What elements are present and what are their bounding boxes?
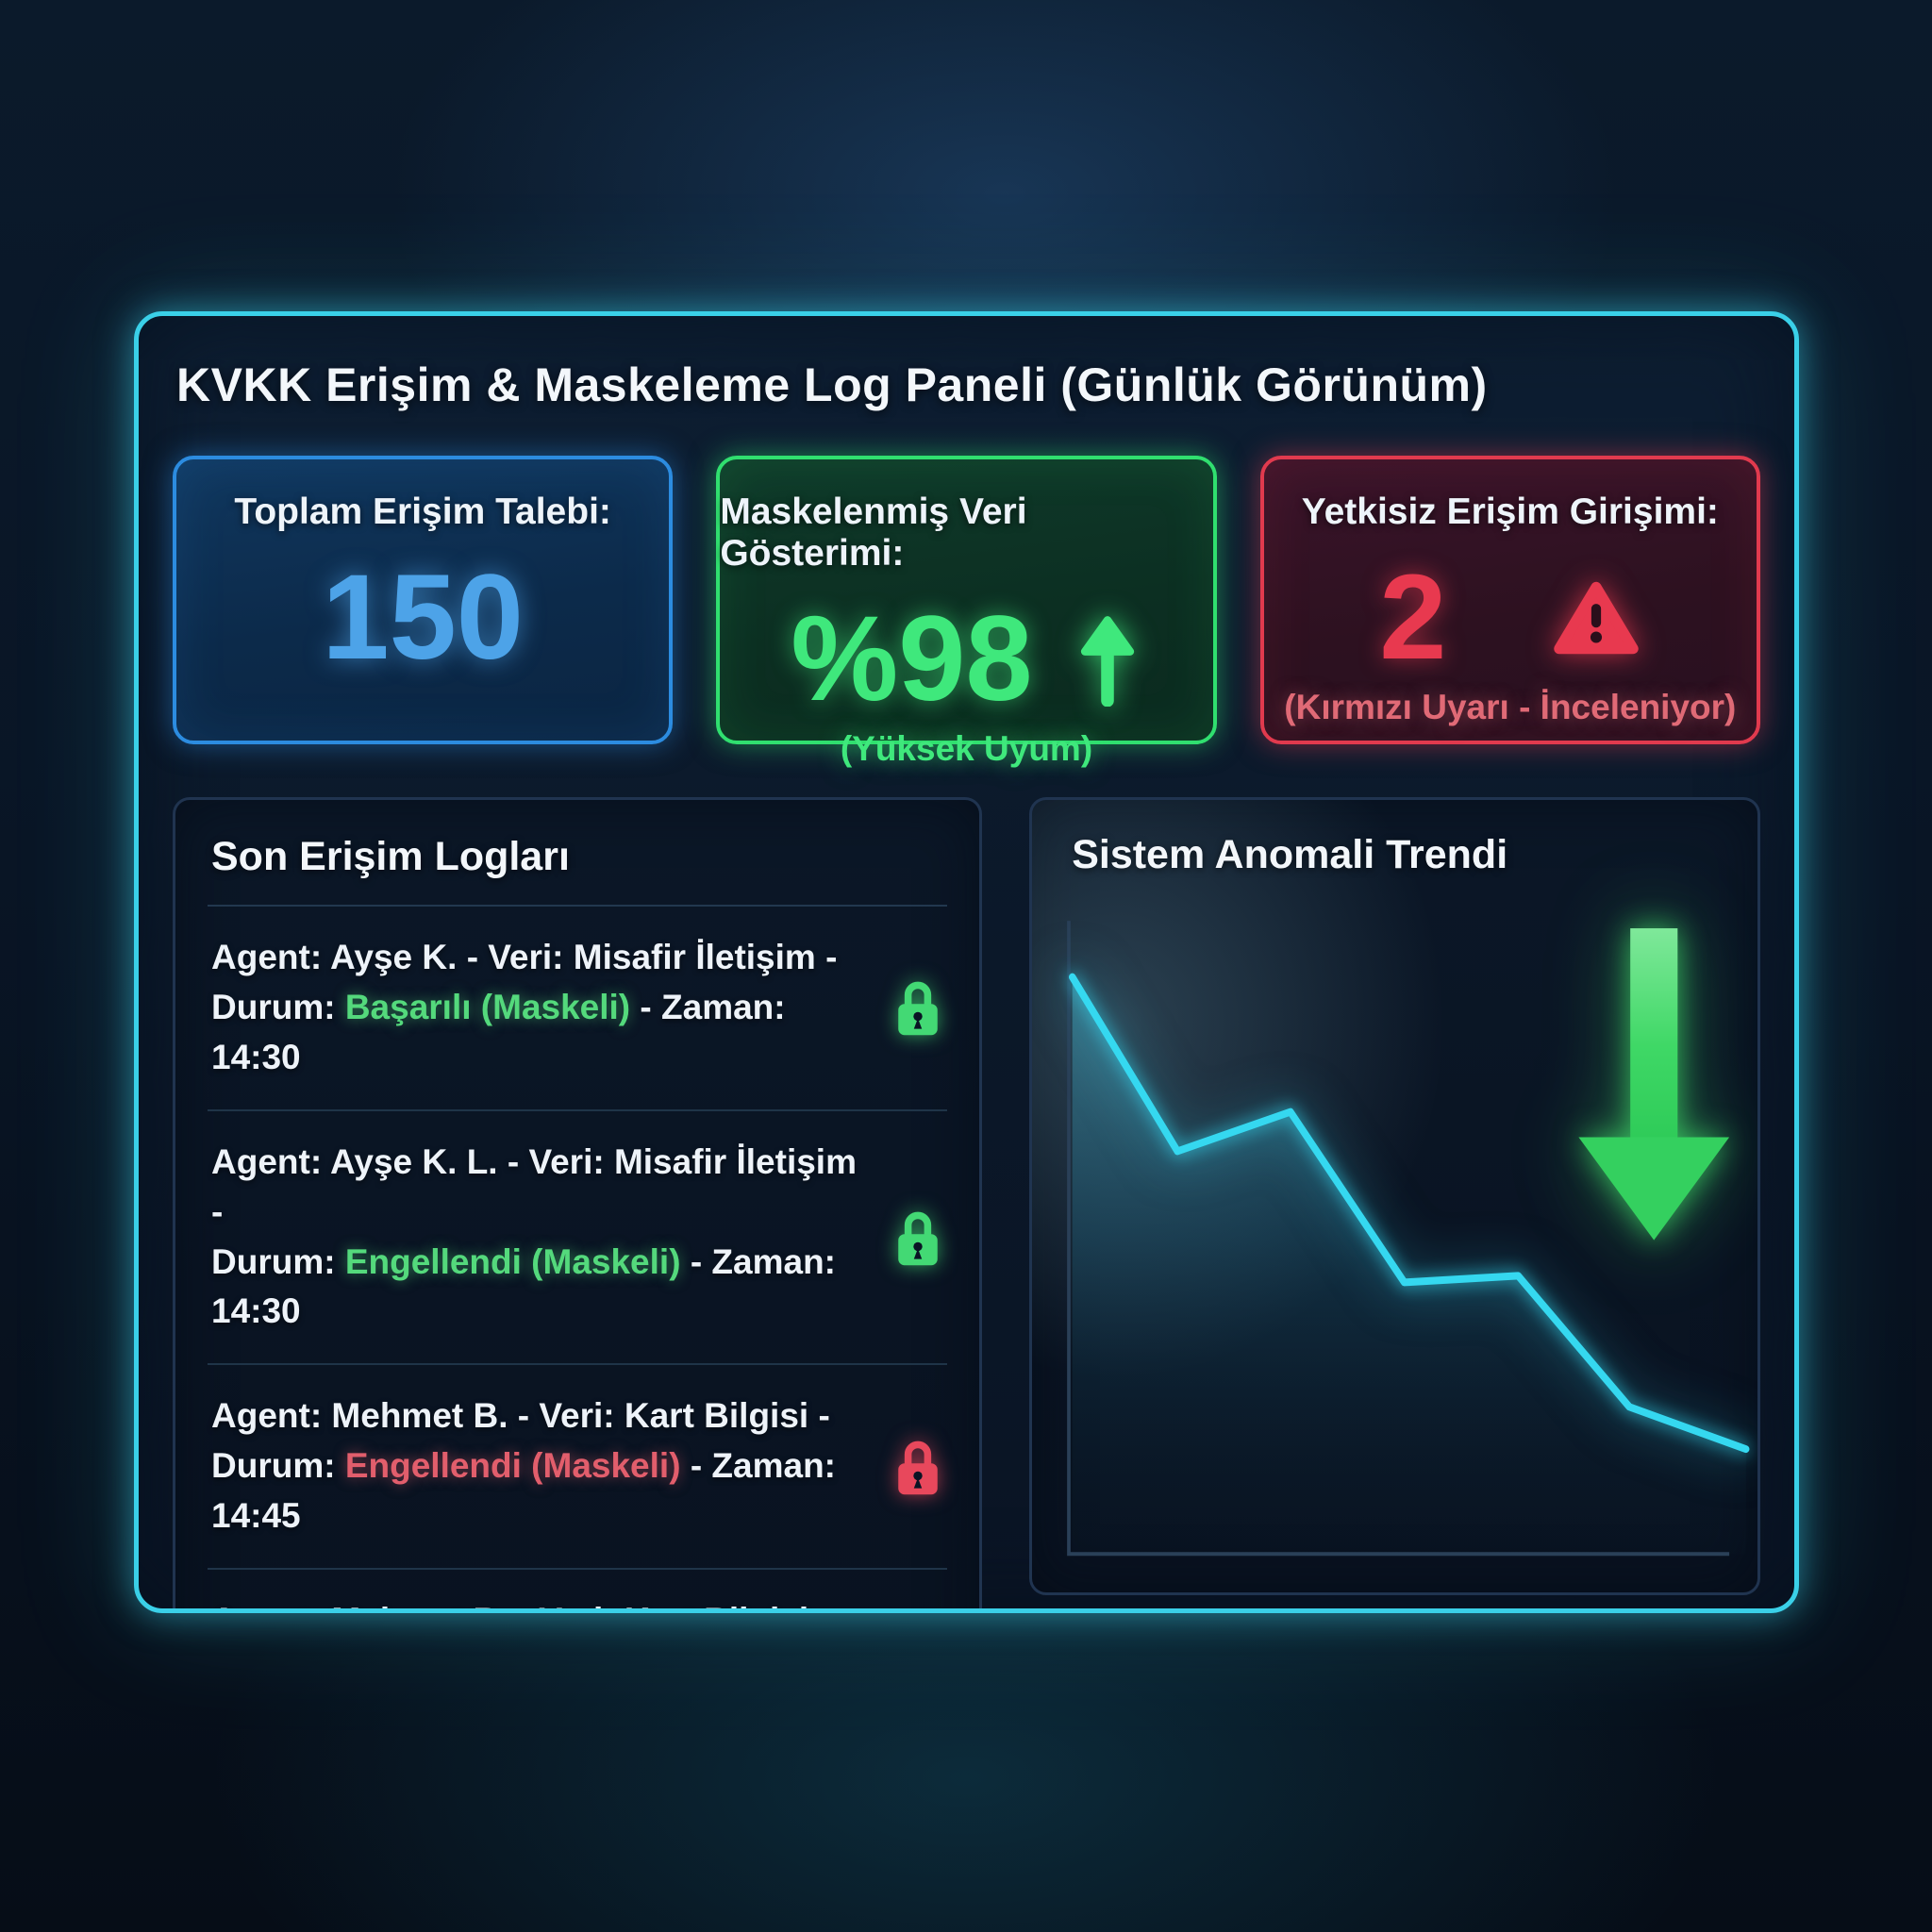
stat-caption: (Yüksek Uyum): [840, 729, 1093, 768]
warning-triangle-icon: [1552, 579, 1641, 657]
stat-card-unauthorized-access: Yetkisiz Erişim Girişimi: 2 (Kırmızı Uya…: [1259, 456, 1760, 744]
log-line1: Agent: Mehmet B. - Veri: Kart Bilgisi -: [211, 1396, 830, 1436]
log-status-label: Durum:: [211, 1241, 336, 1281]
stat-value: 2: [1379, 550, 1447, 685]
page-title: KVKK Erişim & Maskeleme Log Paneli (Günl…: [176, 358, 1488, 411]
log-entry-text: Agent: Mehmet B. - Veri: Kart Bilgisi - …: [211, 1596, 868, 1608]
anomaly-trend-chart: [1032, 800, 1757, 1592]
stat-caption: (Kırmızı Uyarı - İnceleniyor): [1284, 688, 1737, 726]
log-row: Agent: Mehmet B. - Veri: Kart Bilgisi - …: [208, 1365, 948, 1571]
log-time: - Zaman: 14:30: [211, 987, 786, 1076]
chart-axes: [1067, 921, 1730, 1557]
log-time: - Zaman: 14:30: [211, 1241, 836, 1331]
log-entry-text: Agent: Mehmet B. - Veri: Kart Bilgisi - …: [211, 1391, 868, 1541]
recent-access-logs-panel: Son Erişim Logları Agent: Ayşe K. - Veri…: [173, 797, 983, 1608]
anomaly-trend-panel: Sistem Anomali Trendi: [1029, 797, 1760, 1595]
log-entry-text: Agent: Ayşe K. - Veri: Misafir İletişim …: [211, 933, 868, 1083]
log-row: Agent: Ayşe K. - Veri: Misafir İletişim …: [208, 907, 948, 1111]
lock-icon: [892, 1436, 943, 1498]
stat-card-total-access: Toplam Erişim Talebi: 150: [173, 456, 674, 744]
log-line2: Durum: Engellendi (Maskeli) - Zaman: 14:…: [211, 1238, 868, 1338]
log-line2: Durum: Başarılı (Maskeli) - Zaman: 14:30: [211, 983, 868, 1083]
log-line2: Durum: Engellendi (Maskeli) - Zaman: 14:…: [211, 1441, 868, 1541]
log-status-value: Başarılı (Maskeli): [344, 987, 631, 1026]
log-status-label: Durum:: [211, 1446, 336, 1486]
stat-card-masked-data: Maskelenmiş Veri Gösterimi: %98 (Yüksek …: [716, 456, 1217, 768]
logs-panel-title: Son Erişim Logları: [208, 828, 948, 907]
trend-line: [1069, 973, 1750, 1454]
stat-value-row: %98: [791, 599, 1141, 720]
log-line1: Agent: Mehmet B. - Veri: Kart Bilgisi -: [211, 1596, 868, 1608]
log-line1: Agent: Ayşe K. - Veri: Misafir İletişim …: [211, 938, 838, 976]
stat-value-row: 150: [322, 558, 524, 678]
log-row: Agent: Ayşe K. L. - Veri: Misafir İletiş…: [208, 1111, 948, 1366]
log-status-label: Durum:: [211, 987, 336, 1026]
log-status-value: Engellendi (Maskeli): [344, 1241, 681, 1281]
log-status-value: Engellendi (Maskeli): [344, 1446, 681, 1486]
log-entry-text: Agent: Ayşe K. L. - Veri: Misafir İletiş…: [211, 1138, 868, 1338]
lock-icon: [892, 976, 943, 1039]
stat-label: Yetkisiz Erişim Girişimi:: [1301, 491, 1719, 532]
arrow-down-icon: [1578, 928, 1730, 1241]
stat-value-row: 2: [1379, 558, 1641, 678]
stat-label: Maskelenmiş Veri Gösterimi:: [720, 491, 1027, 574]
kvkk-log-panel: KVKK Erişim & Maskeleme Log Paneli (Günl…: [134, 311, 1799, 1613]
log-row: Agent: Mehmet B. - Veri: Kart Bilgisi - …: [208, 1570, 947, 1608]
stat-cards-row: Toplam Erişim Talebi: 150 Maskelenmiş Ve…: [173, 456, 1760, 768]
trend-area: [1072, 976, 1746, 1555]
arrow-up-icon: [1073, 612, 1142, 708]
stat-label: Toplam Erişim Talebi:: [234, 491, 611, 532]
lock-icon: [892, 1207, 943, 1269]
stat-value: %98: [791, 591, 1033, 726]
bottom-row: Son Erişim Logları Agent: Ayşe K. - Veri…: [173, 797, 1760, 1608]
trend-panel-title: Sistem Anomali Trendi: [1072, 832, 1508, 877]
log-line1: Agent: Ayşe K. L. - Veri: Misafir İletiş…: [211, 1141, 857, 1231]
stat-value: 150: [322, 550, 524, 685]
log-time: - Zaman: 14:45: [211, 1446, 836, 1536]
